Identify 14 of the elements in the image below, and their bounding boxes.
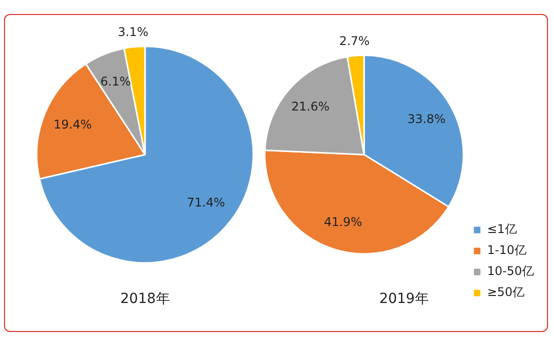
data-label: 6.1% xyxy=(100,74,131,89)
data-label: 3.1% xyxy=(118,25,148,40)
text: 2019年 xyxy=(379,291,429,308)
data-label: 71.4% xyxy=(186,195,226,210)
data-label: 21.6% xyxy=(291,99,330,114)
data-label: 19.4% xyxy=(54,118,92,132)
legend-label: ≥50亿 xyxy=(487,285,524,300)
data-label: 33.8% xyxy=(407,112,446,126)
legend-label: ≤1亿 xyxy=(487,222,517,236)
legend-label: 10-50亿 xyxy=(487,264,534,278)
data-label: 41.9% xyxy=(324,215,362,230)
legend-label: 1-10亿 xyxy=(487,243,526,258)
text: 2018年 xyxy=(120,291,170,308)
data-label: 2.7% xyxy=(339,34,370,48)
